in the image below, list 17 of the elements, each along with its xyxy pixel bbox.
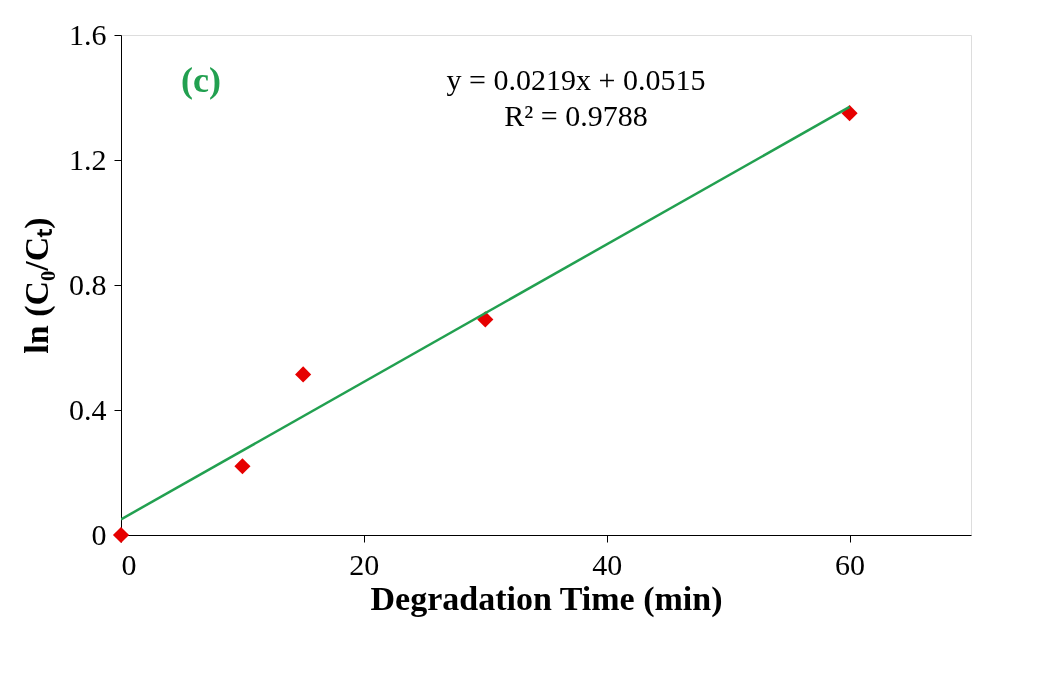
point (112, 526, 130, 544)
x-axis-title: Degradation Time (min) (370, 579, 723, 618)
point (234, 458, 251, 475)
y-tick-label: 1.2 (69, 142, 107, 176)
annotation: (c) (181, 60, 221, 100)
y-tick-label: 0.8 (69, 267, 107, 301)
x-tick-label: 20 (349, 547, 380, 581)
annotation: y = 0.0219x + 0.0515 (446, 63, 706, 96)
y-tick-label: 1.6 (69, 17, 107, 51)
x-tick-label: 40 (592, 547, 623, 581)
point (295, 366, 312, 383)
annotation: R² = 0.9788 (504, 99, 648, 132)
x-tick-label: 60 (835, 547, 866, 581)
y-tick-label: 0.4 (69, 392, 107, 426)
x-tick-label: 0 (121, 547, 137, 581)
y-axis-title: ln (C₀/Cₜ) (18, 217, 56, 354)
y-tick-label: 0 (91, 517, 107, 551)
